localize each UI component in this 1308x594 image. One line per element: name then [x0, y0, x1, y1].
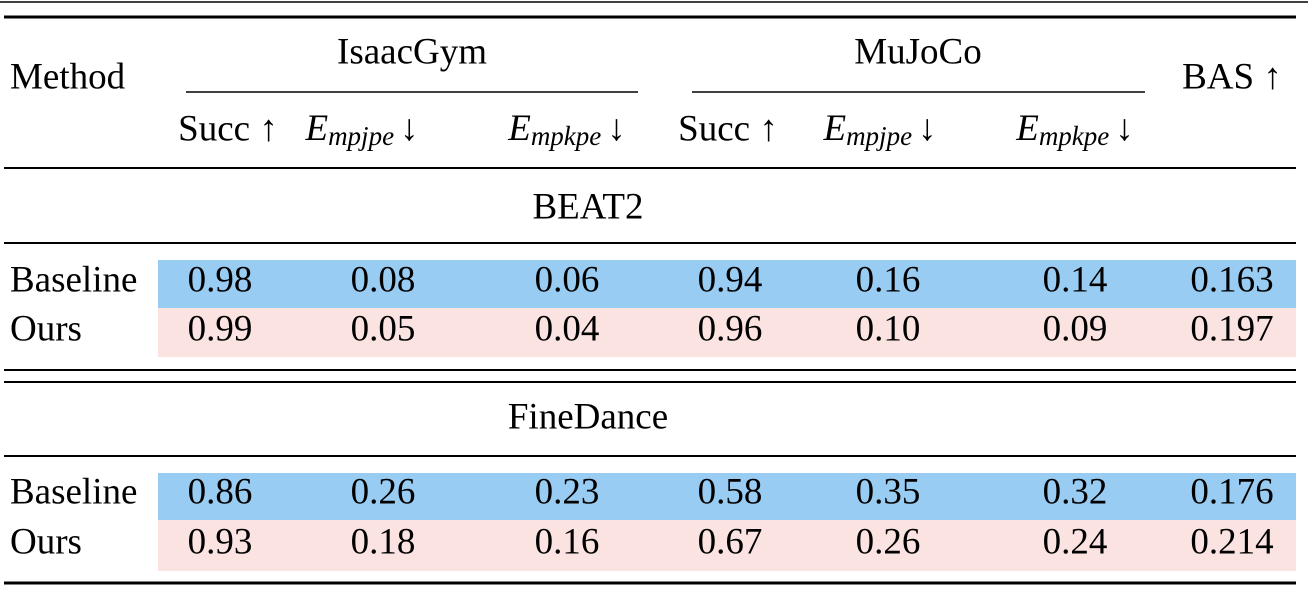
symbol: E — [822, 108, 846, 149]
value-cell: 0.26 — [351, 471, 416, 512]
value-cell: 0.16 — [535, 521, 600, 562]
group-header: IsaacGym — [337, 31, 487, 72]
sub-header: Succ ↑ — [178, 108, 278, 149]
value-cell: 0.176 — [1190, 471, 1273, 512]
arrow: ↓ — [400, 108, 419, 149]
value-cell: 0.163 — [1190, 259, 1273, 300]
subscript: mpjpe — [328, 121, 394, 151]
value-cell: 0.67 — [698, 521, 763, 562]
value-cell: 0.94 — [698, 259, 763, 300]
section-title: FineDance — [508, 396, 668, 437]
value-cell: 0.14 — [1043, 259, 1108, 300]
group-header: MuJoCo — [854, 31, 981, 72]
bas-header: BAS ↑ — [1182, 56, 1282, 97]
value-cell: 0.26 — [856, 521, 921, 562]
arrow: ↓ — [607, 108, 626, 149]
sub-header: Succ ↑ — [678, 108, 778, 149]
value-cell: 0.08 — [351, 259, 416, 300]
subscript: mpjpe — [846, 121, 912, 151]
value-cell: 0.93 — [188, 521, 253, 562]
value-cell: 0.214 — [1190, 521, 1273, 562]
subscript: mpkpe — [1039, 121, 1109, 151]
value-cell: 0.58 — [698, 471, 763, 512]
value-cell: 0.04 — [535, 308, 600, 349]
sub-header: Empkpe ↓ — [507, 108, 626, 151]
method-header: Method — [10, 56, 126, 97]
row-highlight — [158, 308, 1296, 357]
sub-header: Empjpe ↓ — [822, 108, 936, 151]
value-cell: 0.197 — [1190, 308, 1273, 349]
row-highlight — [158, 473, 1296, 520]
value-cell: 0.32 — [1043, 471, 1108, 512]
method-cell: Baseline — [10, 259, 137, 300]
symbol: E — [507, 108, 531, 149]
sub-header: Empjpe ↓ — [304, 108, 418, 151]
value-cell: 0.16 — [856, 259, 921, 300]
symbol: E — [1015, 108, 1039, 149]
value-cell: 0.05 — [351, 308, 416, 349]
value-cell: 0.96 — [698, 308, 763, 349]
symbol: E — [304, 108, 328, 149]
value-cell: 0.09 — [1043, 308, 1108, 349]
value-cell: 0.86 — [188, 471, 253, 512]
value-cell: 0.35 — [856, 471, 921, 512]
value-cell: 0.24 — [1043, 521, 1108, 562]
value-cell: 0.23 — [535, 471, 600, 512]
method-cell: Ours — [10, 308, 82, 349]
value-cell: 0.98 — [188, 259, 253, 300]
value-cell: 0.10 — [856, 308, 921, 349]
arrow: ↓ — [918, 108, 937, 149]
value-cell: 0.06 — [535, 259, 600, 300]
value-cell: 0.18 — [351, 521, 416, 562]
arrow: ↓ — [1115, 108, 1134, 149]
row-highlight — [158, 520, 1296, 571]
sub-header: Empkpe ↓ — [1015, 108, 1134, 151]
value-cell: 0.99 — [188, 308, 253, 349]
row-highlight — [158, 260, 1296, 308]
subscript: mpkpe — [531, 121, 601, 151]
method-cell: Ours — [10, 521, 82, 562]
section-title: BEAT2 — [533, 186, 644, 227]
method-cell: Baseline — [10, 471, 137, 512]
